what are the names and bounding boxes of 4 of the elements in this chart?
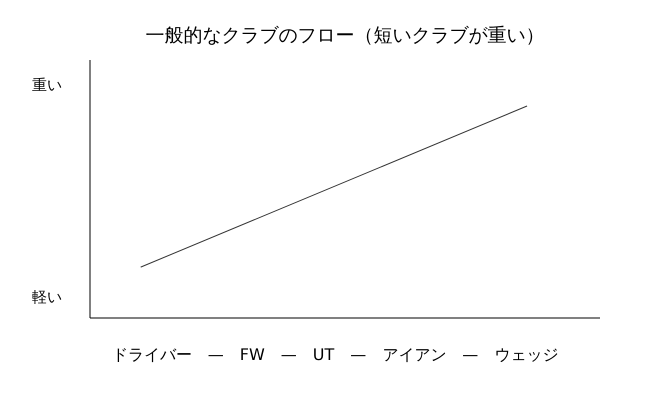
text: 軽い <box>32 288 62 306</box>
text: 重い <box>32 76 62 94</box>
x-axis-title: ドライバー — FW — UT — アイアン — ウェッジ <box>112 345 558 364</box>
chart-title: 一般的なクラブのフロー（短いクラブが重い） <box>146 24 544 46</box>
